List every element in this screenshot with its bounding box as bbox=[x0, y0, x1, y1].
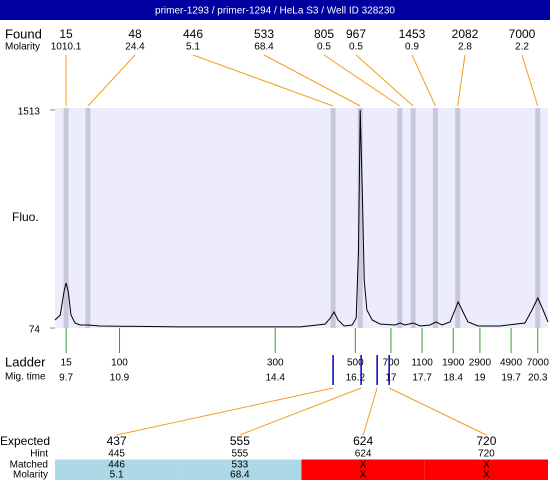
found-connector bbox=[192, 54, 334, 107]
molarity-label: Molarity bbox=[13, 470, 48, 480]
y-tick-label: 1513 bbox=[18, 107, 41, 118]
found-band bbox=[455, 108, 461, 328]
ladder-time: 17.7 bbox=[412, 373, 432, 384]
expected-connector bbox=[116, 387, 334, 436]
matched-size: 446 bbox=[108, 460, 125, 471]
hint-size: 624 bbox=[355, 449, 372, 460]
matched-cell bbox=[178, 459, 302, 480]
found-molarity: 0.5 bbox=[317, 42, 331, 53]
found-molarity: 2.2 bbox=[515, 42, 529, 53]
found-molarity: 2.8 bbox=[458, 42, 472, 53]
expected-size: 437 bbox=[107, 434, 127, 448]
expected-label: Expected bbox=[0, 434, 50, 448]
hint-label: Hint bbox=[30, 449, 48, 460]
found-connector bbox=[87, 54, 136, 107]
ladder-time: 9.7 bbox=[59, 373, 73, 384]
matched-cell bbox=[55, 459, 179, 480]
found-size: 15 bbox=[59, 27, 73, 41]
ladder-size: 700 bbox=[383, 358, 400, 369]
found-connector bbox=[411, 54, 436, 107]
found-band bbox=[357, 108, 363, 328]
title-bar bbox=[0, 0, 550, 20]
found-molarity: 0.5 bbox=[349, 42, 363, 53]
hint-size: 555 bbox=[232, 449, 249, 460]
ladder-size: 4900 bbox=[500, 358, 523, 369]
ladder-size: 300 bbox=[267, 358, 284, 369]
matched-molarity: X bbox=[360, 470, 367, 480]
ladder-time: 19.7 bbox=[501, 373, 521, 384]
expected-connector bbox=[362, 387, 378, 436]
y-axis-label: Fluo. bbox=[12, 210, 39, 224]
found-size: 1453 bbox=[399, 27, 426, 41]
mig-time-label: Mig. time bbox=[5, 372, 46, 383]
found-size: 7000 bbox=[509, 27, 536, 41]
found-connector bbox=[323, 54, 401, 107]
found-connector bbox=[521, 54, 539, 107]
matched-molarity: 5.1 bbox=[110, 470, 124, 480]
hint-size: 720 bbox=[478, 449, 495, 460]
ladder-size: 500 bbox=[347, 358, 364, 369]
ladder-size: 1100 bbox=[411, 358, 433, 369]
found-band bbox=[410, 108, 416, 328]
ladder-time: 10.9 bbox=[110, 373, 130, 384]
expected-size: 555 bbox=[230, 434, 250, 448]
expected-connector bbox=[388, 387, 487, 436]
found-molarity: 0.9 bbox=[405, 42, 419, 53]
matched-label: Matched bbox=[10, 460, 48, 471]
ladder-size: 7000 bbox=[527, 358, 550, 369]
found-molarity: 5.1 bbox=[186, 42, 200, 53]
found-band bbox=[85, 108, 91, 328]
found-size: 805 bbox=[314, 27, 334, 41]
found-molarity: 24.4 bbox=[125, 42, 145, 53]
found-molarity: 1010.1 bbox=[51, 42, 82, 53]
found-connector bbox=[457, 54, 466, 107]
ladder-size: 15 bbox=[61, 358, 73, 369]
title: primer-1293 / primer-1294 / HeLa S3 / We… bbox=[155, 6, 395, 17]
ladder-size: 2900 bbox=[469, 358, 492, 369]
found-band bbox=[330, 108, 336, 328]
ladder-time: 17 bbox=[385, 373, 397, 384]
found-connector bbox=[355, 54, 414, 107]
found-size: 967 bbox=[346, 27, 366, 41]
found-size: 533 bbox=[254, 27, 274, 41]
ladder-time: 20.3 bbox=[528, 373, 548, 384]
matched-molarity: X bbox=[483, 470, 490, 480]
ladder-time: 16.2 bbox=[346, 373, 366, 384]
found-size: 2082 bbox=[452, 27, 479, 41]
matched-size: 533 bbox=[232, 460, 249, 471]
matched-size: X bbox=[360, 460, 367, 471]
found-molarity-label: Molarity bbox=[5, 42, 40, 53]
expected-size: 720 bbox=[476, 434, 496, 448]
trace bbox=[54, 109, 549, 328]
matched-cell bbox=[424, 459, 548, 480]
found-band bbox=[63, 108, 69, 328]
ladder-size: 100 bbox=[111, 358, 128, 369]
ladder-label: Ladder bbox=[5, 354, 46, 369]
matched-cell bbox=[301, 459, 425, 480]
ladder-time: 19 bbox=[474, 373, 486, 384]
expected-size: 624 bbox=[353, 434, 373, 448]
found-molarity: 68.4 bbox=[254, 42, 274, 53]
found-band bbox=[432, 108, 438, 328]
found-band bbox=[397, 108, 403, 328]
plot-area bbox=[55, 108, 548, 328]
matched-size: X bbox=[483, 460, 490, 471]
found-connector bbox=[263, 54, 361, 107]
y-tick-label: 74 bbox=[29, 325, 41, 336]
ladder-size: 1900 bbox=[442, 358, 465, 369]
expected-connector bbox=[239, 387, 362, 436]
ladder-time: 18.4 bbox=[443, 373, 463, 384]
found-size: 446 bbox=[183, 27, 203, 41]
found-band bbox=[535, 108, 541, 328]
found-label: Found bbox=[5, 26, 42, 41]
ladder-time: 14.4 bbox=[266, 373, 286, 384]
found-size: 48 bbox=[128, 27, 142, 41]
matched-molarity: 68.4 bbox=[230, 470, 250, 480]
hint-size: 445 bbox=[108, 449, 125, 460]
